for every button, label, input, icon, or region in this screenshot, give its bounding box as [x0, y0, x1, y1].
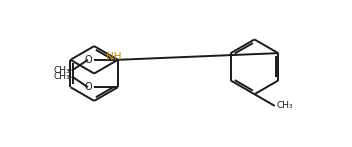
Text: O: O — [84, 55, 92, 65]
Text: CH₃: CH₃ — [54, 66, 70, 75]
Text: CH₃: CH₃ — [277, 101, 293, 110]
Text: CH₃: CH₃ — [54, 72, 70, 81]
Text: O: O — [84, 82, 92, 92]
Text: NH: NH — [106, 52, 121, 62]
